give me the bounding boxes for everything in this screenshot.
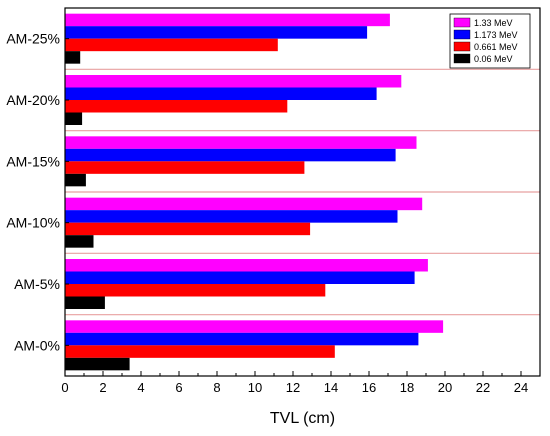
legend-label: 0.661 MeV bbox=[474, 42, 518, 52]
category-label: AM-5% bbox=[14, 276, 60, 292]
x-tick-label: 0 bbox=[61, 380, 68, 395]
bar-am10-series-0 bbox=[65, 197, 423, 211]
category-label: AM-20% bbox=[6, 92, 60, 108]
bar-am0-series-2 bbox=[65, 345, 335, 358]
bar-am5-series-2 bbox=[65, 284, 326, 297]
bar-am15-series-3 bbox=[65, 173, 86, 187]
bar-am15-series-2 bbox=[65, 161, 305, 174]
x-axis: 0 2 4 6 8 10 12 14 16 18 20 22 24 bbox=[61, 371, 528, 395]
bar-am15-series-0 bbox=[65, 136, 417, 149]
x-tick-label: 24 bbox=[514, 380, 528, 395]
plot-frame bbox=[64, 7, 541, 377]
bars-layer bbox=[65, 13, 444, 371]
bar-am15-series-1 bbox=[65, 148, 396, 162]
category-label: AM-15% bbox=[6, 153, 60, 169]
x-axis-title: TVL (cm) bbox=[270, 410, 335, 427]
bar-am10-series-1 bbox=[65, 210, 398, 223]
legend: 1.33 MeV 1.173 MeV 0.661 MeV 0.06 MeV bbox=[449, 13, 531, 69]
bar-am5-series-1 bbox=[65, 271, 415, 284]
legend-swatch bbox=[453, 41, 471, 52]
bar-am0-series-1 bbox=[65, 332, 419, 346]
bar-am25-series-1 bbox=[65, 26, 368, 39]
bar-am10-series-2 bbox=[65, 222, 311, 236]
x-tick-label: 18 bbox=[400, 380, 414, 395]
x-tick-label: 16 bbox=[362, 380, 376, 395]
x-tick-label: 4 bbox=[137, 380, 144, 395]
legend-swatch bbox=[453, 29, 471, 40]
group-separators bbox=[65, 68, 540, 316]
bar-am20-series-3 bbox=[65, 112, 83, 125]
legend-label: 0.06 MeV bbox=[474, 54, 513, 64]
legend-label: 1.33 MeV bbox=[474, 18, 513, 28]
bar-am25-series-2 bbox=[65, 38, 278, 52]
bar-am25-series-0 bbox=[65, 13, 390, 27]
category-label: AM-0% bbox=[14, 337, 60, 353]
bar-am20-series-2 bbox=[65, 100, 288, 113]
x-tick-label: 20 bbox=[438, 380, 452, 395]
legend-swatch bbox=[453, 53, 471, 64]
bar-am0-series-3 bbox=[65, 357, 130, 371]
x-tick-label: 8 bbox=[213, 380, 220, 395]
x-tick-label: 6 bbox=[175, 380, 182, 395]
x-tick-label: 14 bbox=[324, 380, 338, 395]
bar-am20-series-1 bbox=[65, 87, 377, 100]
x-tick-label: 10 bbox=[248, 380, 262, 395]
x-tick-label: 2 bbox=[99, 380, 106, 395]
legend-swatch bbox=[453, 17, 471, 28]
bar-am5-series-3 bbox=[65, 296, 105, 309]
bar-am20-series-0 bbox=[65, 75, 402, 88]
x-tick-label: 22 bbox=[476, 380, 490, 395]
category-label: AM-25% bbox=[6, 31, 60, 47]
bar-am10-series-3 bbox=[65, 235, 94, 248]
category-labels: AM-25% AM-20% AM-15% AM-10% AM-5% AM-0% bbox=[6, 31, 69, 353]
bar-am5-series-0 bbox=[65, 259, 428, 272]
x-tick-label: 12 bbox=[286, 380, 300, 395]
bar-am0-series-0 bbox=[65, 320, 444, 333]
legend-label: 1.173 MeV bbox=[474, 30, 518, 40]
bar-am25-series-3 bbox=[65, 51, 81, 64]
category-label: AM-10% bbox=[6, 215, 60, 231]
